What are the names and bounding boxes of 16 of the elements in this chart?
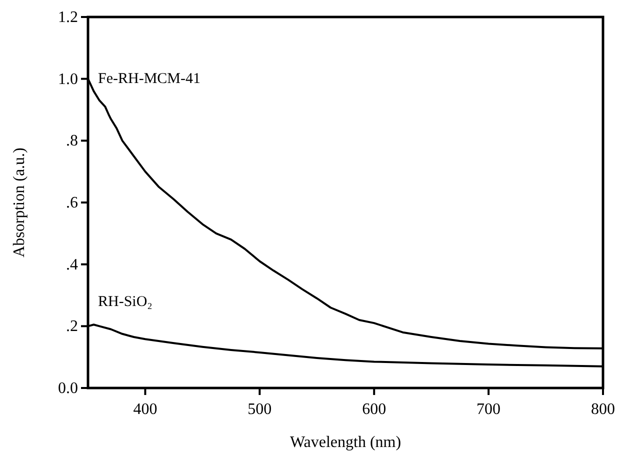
y-axis-title: Absorption (a.u.) bbox=[11, 148, 28, 258]
y-tick-label: 0.0 bbox=[58, 380, 78, 397]
series-label: Fe-RH-MCM-41 bbox=[98, 70, 201, 87]
x-tick-label: 400 bbox=[133, 401, 158, 418]
y-tick-label: 1.0 bbox=[58, 70, 78, 88]
y-tick-label: .2 bbox=[66, 318, 78, 336]
series-label: RH-SiO₂ bbox=[98, 294, 152, 310]
x-tick-label: 700 bbox=[476, 401, 501, 418]
y-tick-label: .8 bbox=[66, 132, 78, 150]
x-tick-label: 800 bbox=[591, 401, 615, 418]
x-tick-label: 600 bbox=[362, 401, 386, 418]
y-tick-label: 1.2 bbox=[58, 9, 78, 26]
x-axis-title: Wavelength (nm) bbox=[290, 434, 402, 451]
x-tick-label: 500 bbox=[248, 401, 272, 418]
y-tick-label: .6 bbox=[66, 194, 78, 212]
y-tick-label: .4 bbox=[66, 256, 78, 274]
